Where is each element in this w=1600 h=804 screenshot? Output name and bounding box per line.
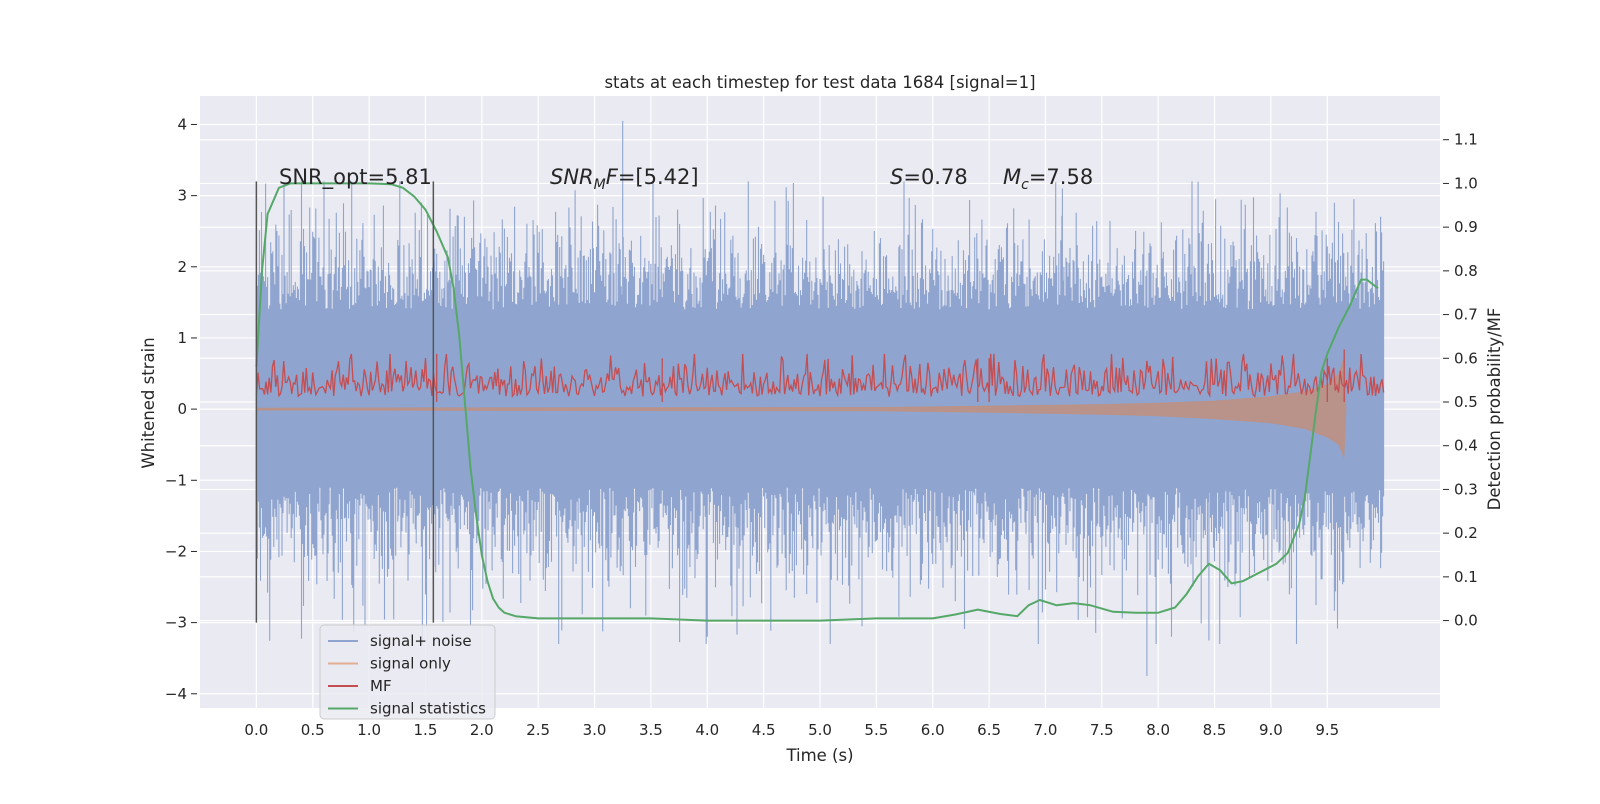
s-label: S	[890, 165, 903, 189]
mc-label: M	[1003, 165, 1021, 189]
y-right-tick-label-10: 0.1	[1454, 568, 1478, 586]
x-tick-label-10: 5.0	[808, 721, 832, 739]
y-axis-label-right: Detection probability/MF	[1485, 308, 1504, 511]
signal-only-envelope	[256, 355, 1347, 459]
signal-statistics-line	[255, 182, 1379, 622]
tick-layer: 0.0 0.5 1.0 1.5 2.0 2.5 3.0 3.5 4.0 4.5 5.0 5.5 6.0 6…	[165, 115, 1478, 739]
y-left-tick-label-6: −2	[165, 542, 187, 560]
snr-mf-annotation: SNRMF=[5.42]	[550, 165, 699, 193]
mf-line	[255, 349, 1385, 402]
y-right-tick-label-2: 0.9	[1454, 218, 1478, 236]
legend: signal+ noise signal only MF signal statist…	[319, 624, 496, 720]
y-right-tick-label-8: 0.3	[1454, 480, 1478, 498]
x-tick-label-13: 6.5	[977, 721, 1001, 739]
snr-mf-suffix-f: F	[606, 165, 619, 189]
x-tick-label-2: 1.0	[357, 721, 381, 739]
y-right-tick-label-4: 0.7	[1454, 306, 1478, 324]
legend-box	[319, 624, 496, 720]
legend-label-3: signal statistics	[370, 700, 486, 718]
s-value: =0.78	[903, 165, 967, 189]
x-tick-label-9: 4.5	[752, 721, 776, 739]
y-left-tick-label-1: 3	[177, 187, 187, 205]
s-annotation: S=0.78	[890, 165, 968, 189]
snr-mf-subscript: M	[594, 177, 606, 193]
x-tick-label-19: 9.5	[1315, 721, 1339, 739]
x-tick-label-17: 8.5	[1203, 721, 1227, 739]
y-right-tick-label-5: 0.6	[1454, 349, 1478, 367]
y-right-tick-label-7: 0.4	[1454, 437, 1478, 455]
y-left-tick-label-2: 2	[177, 258, 187, 276]
mc-value: =7.58	[1029, 165, 1093, 189]
mc-annotation: Mc=7.58	[1003, 165, 1093, 193]
y-left-tick-label-3: 1	[177, 329, 187, 347]
x-tick-label-12: 6.0	[921, 721, 945, 739]
chart-title: stats at each timestep for test data 168…	[604, 73, 1035, 92]
y-left-tick-label-0: 4	[177, 115, 187, 133]
plot-layer	[255, 120, 1385, 676]
snr-mf-value: =[5.42]	[618, 165, 699, 189]
x-tick-label-14: 7.0	[1034, 721, 1058, 739]
y-right-tick-label-0: 1.1	[1454, 131, 1478, 149]
x-tick-label-6: 3.0	[583, 721, 607, 739]
x-tick-label-5: 2.5	[526, 721, 550, 739]
mc-subscript: c	[1021, 177, 1029, 193]
y-right-tick-label-6: 0.5	[1454, 393, 1478, 411]
x-tick-label-1: 0.5	[301, 721, 325, 739]
y-left-tick-label-4: 0	[177, 400, 187, 418]
x-tick-label-15: 7.5	[1090, 721, 1114, 739]
x-tick-label-0: 0.0	[244, 721, 268, 739]
y-right-tick-label-1: 1.0	[1454, 174, 1478, 192]
legend-label-1: signal only	[370, 655, 451, 673]
legend-label-0: signal+ noise	[370, 632, 472, 650]
snr-mf-prefix: SNR	[550, 165, 594, 189]
x-tick-label-18: 9.0	[1259, 721, 1283, 739]
x-tick-label-8: 4.0	[695, 721, 719, 739]
y-left-tick-label-7: −3	[165, 614, 187, 632]
y-left-tick-label-5: −1	[165, 471, 187, 489]
x-tick-label-4: 2.0	[470, 721, 494, 739]
x-tick-label-11: 5.5	[864, 721, 888, 739]
y-left-tick-label-8: −4	[165, 685, 187, 703]
legend-label-2: MF	[370, 677, 392, 695]
y-right-tick-label-3: 0.8	[1454, 262, 1478, 280]
x-tick-label-16: 8.0	[1146, 721, 1170, 739]
x-tick-label-7: 3.5	[639, 721, 663, 739]
y-right-tick-label-11: 0.0	[1454, 612, 1478, 630]
y-axis-label-left: Whitened strain	[139, 337, 158, 468]
x-tick-label-3: 1.5	[414, 721, 438, 739]
x-axis-label: Time (s)	[785, 746, 853, 765]
snr-opt-annotation: SNR_opt=5.81	[279, 165, 432, 190]
y-right-tick-label-9: 0.2	[1454, 524, 1478, 542]
